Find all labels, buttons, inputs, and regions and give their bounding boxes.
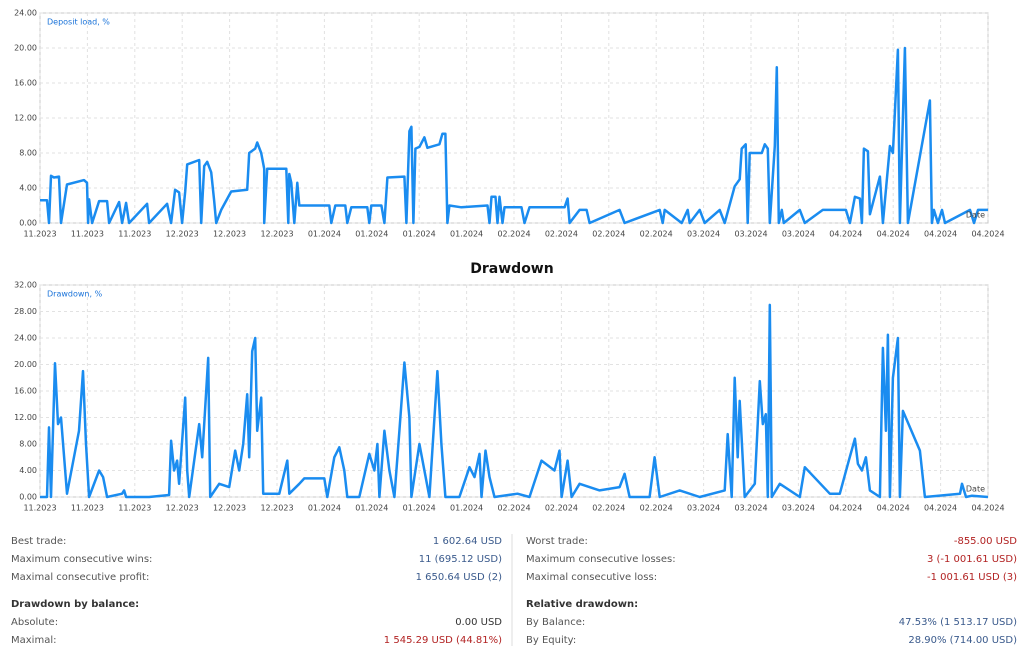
y-tick-label: 20.00 — [14, 360, 37, 369]
x-tick-label: 03.2024 — [782, 504, 815, 513]
stat-value: -1 001.61 USD (3) — [927, 572, 1017, 583]
stat-label: By Balance: — [526, 617, 585, 628]
stat-label: Maximal consecutive profit: — [11, 572, 149, 583]
x-axis-label: Date — [966, 211, 985, 220]
x-tick-label: 02.2024 — [592, 504, 625, 513]
x-tick-label: 02.2024 — [545, 230, 578, 239]
x-tick-label: 04.2024 — [877, 230, 910, 239]
stats: Best trade: 1 602.64 USD Maximum consecu… — [11, 534, 1017, 646]
y-tick-label: 12.00 — [14, 114, 37, 123]
chart-title: Drawdown — [470, 261, 553, 277]
stat-heading: Drawdown by balance: — [11, 599, 139, 610]
x-tick-label: 02.2024 — [545, 504, 578, 513]
x-tick-label: 02.2024 — [640, 504, 673, 513]
y-tick-label: 28.00 — [14, 307, 37, 316]
y-tick-label: 32.00 — [14, 281, 37, 290]
x-tick-label: 01.2024 — [308, 504, 341, 513]
stat-value: 0.00 USD — [455, 617, 502, 628]
y-tick-label: 24.00 — [14, 9, 37, 18]
x-tick-label: 01.2024 — [355, 230, 388, 239]
stat-value: 1 650.64 USD (2) — [416, 572, 503, 583]
x-tick-label: 12.2023 — [213, 230, 246, 239]
stat-label: Maximum consecutive wins: — [11, 554, 152, 565]
stat-label: Best trade: — [11, 536, 66, 547]
y-axis-label: Deposit load, % — [47, 18, 110, 27]
y-tick-label: 8.00 — [19, 440, 37, 449]
y-tick-label: 16.00 — [14, 387, 37, 396]
x-tick-label: 02.2024 — [592, 230, 625, 239]
x-tick-label: 11.2023 — [23, 504, 56, 513]
x-tick-label: 02.2024 — [497, 230, 530, 239]
x-tick-label: 03.2024 — [687, 230, 720, 239]
stat-value: -855.00 USD — [954, 536, 1017, 547]
stat-label: Maximal: — [11, 635, 56, 646]
stat-value: 3 (-1 001.61 USD) — [927, 554, 1017, 565]
y-axis-label: Drawdown, % — [47, 290, 103, 299]
x-tick-label: 01.2024 — [450, 504, 483, 513]
x-tick-label: 01.2024 — [403, 230, 436, 239]
x-tick-label: 04.2024 — [829, 504, 862, 513]
x-tick-label: 03.2024 — [782, 230, 815, 239]
stat-heading: Relative drawdown: — [526, 599, 638, 610]
x-tick-label: 01.2024 — [308, 230, 341, 239]
y-tick-label: 0.00 — [19, 493, 37, 502]
y-tick-label: 8.00 — [19, 149, 37, 158]
x-tick-label: 01.2024 — [450, 230, 483, 239]
x-tick-label: 03.2024 — [734, 504, 767, 513]
x-tick-label: 04.2024 — [971, 504, 1004, 513]
x-tick-label: 01.2024 — [355, 504, 388, 513]
y-tick-label: 0.00 — [19, 219, 37, 228]
y-tick-label: 12.00 — [14, 413, 37, 422]
x-tick-label: 04.2024 — [971, 230, 1004, 239]
x-tick-label: 02.2024 — [497, 504, 530, 513]
x-tick-label: 03.2024 — [687, 504, 720, 513]
data-line — [40, 46, 988, 225]
y-tick-label: 16.00 — [14, 79, 37, 88]
y-tick-label: 4.00 — [19, 466, 37, 475]
x-tick-label: 04.2024 — [877, 504, 910, 513]
y-tick-label: 24.00 — [14, 334, 37, 343]
x-tick-label: 12.2023 — [260, 504, 293, 513]
x-tick-label: 01.2024 — [403, 504, 436, 513]
x-tick-label: 11.2023 — [71, 504, 104, 513]
x-tick-label: 12.2023 — [213, 504, 246, 513]
stat-value: 1 545.29 USD (44.81%) — [384, 635, 502, 646]
stat-label: Worst trade: — [526, 536, 588, 547]
stat-value: 1 602.64 USD — [433, 536, 502, 547]
x-tick-label: 04.2024 — [829, 230, 862, 239]
stat-label: Maximal consecutive loss: — [526, 572, 657, 583]
x-tick-label: 02.2024 — [640, 230, 673, 239]
stat-label: Maximum consecutive losses: — [526, 554, 676, 565]
x-tick-label: 12.2023 — [260, 230, 293, 239]
stat-label: By Equity: — [526, 635, 576, 646]
stat-value: 11 (695.12 USD) — [419, 554, 502, 565]
x-tick-label: 04.2024 — [924, 504, 957, 513]
x-tick-label: 11.2023 — [71, 230, 104, 239]
stat-label: Absolute: — [11, 617, 58, 628]
x-tick-label: 11.2023 — [23, 230, 56, 239]
x-tick-label: 11.2023 — [118, 504, 151, 513]
data-line — [40, 303, 989, 499]
x-tick-label: 04.2024 — [924, 230, 957, 239]
stat-value: 28.90% (714.00 USD) — [908, 635, 1017, 646]
y-tick-label: 20.00 — [14, 44, 37, 53]
x-axis-label: Date — [966, 485, 985, 494]
x-tick-label: 12.2023 — [166, 230, 199, 239]
y-tick-label: 4.00 — [19, 184, 37, 193]
x-tick-label: 03.2024 — [734, 230, 767, 239]
stat-value: 47.53% (1 513.17 USD) — [899, 617, 1017, 628]
x-tick-label: 12.2023 — [166, 504, 199, 513]
x-tick-label: 11.2023 — [118, 230, 151, 239]
